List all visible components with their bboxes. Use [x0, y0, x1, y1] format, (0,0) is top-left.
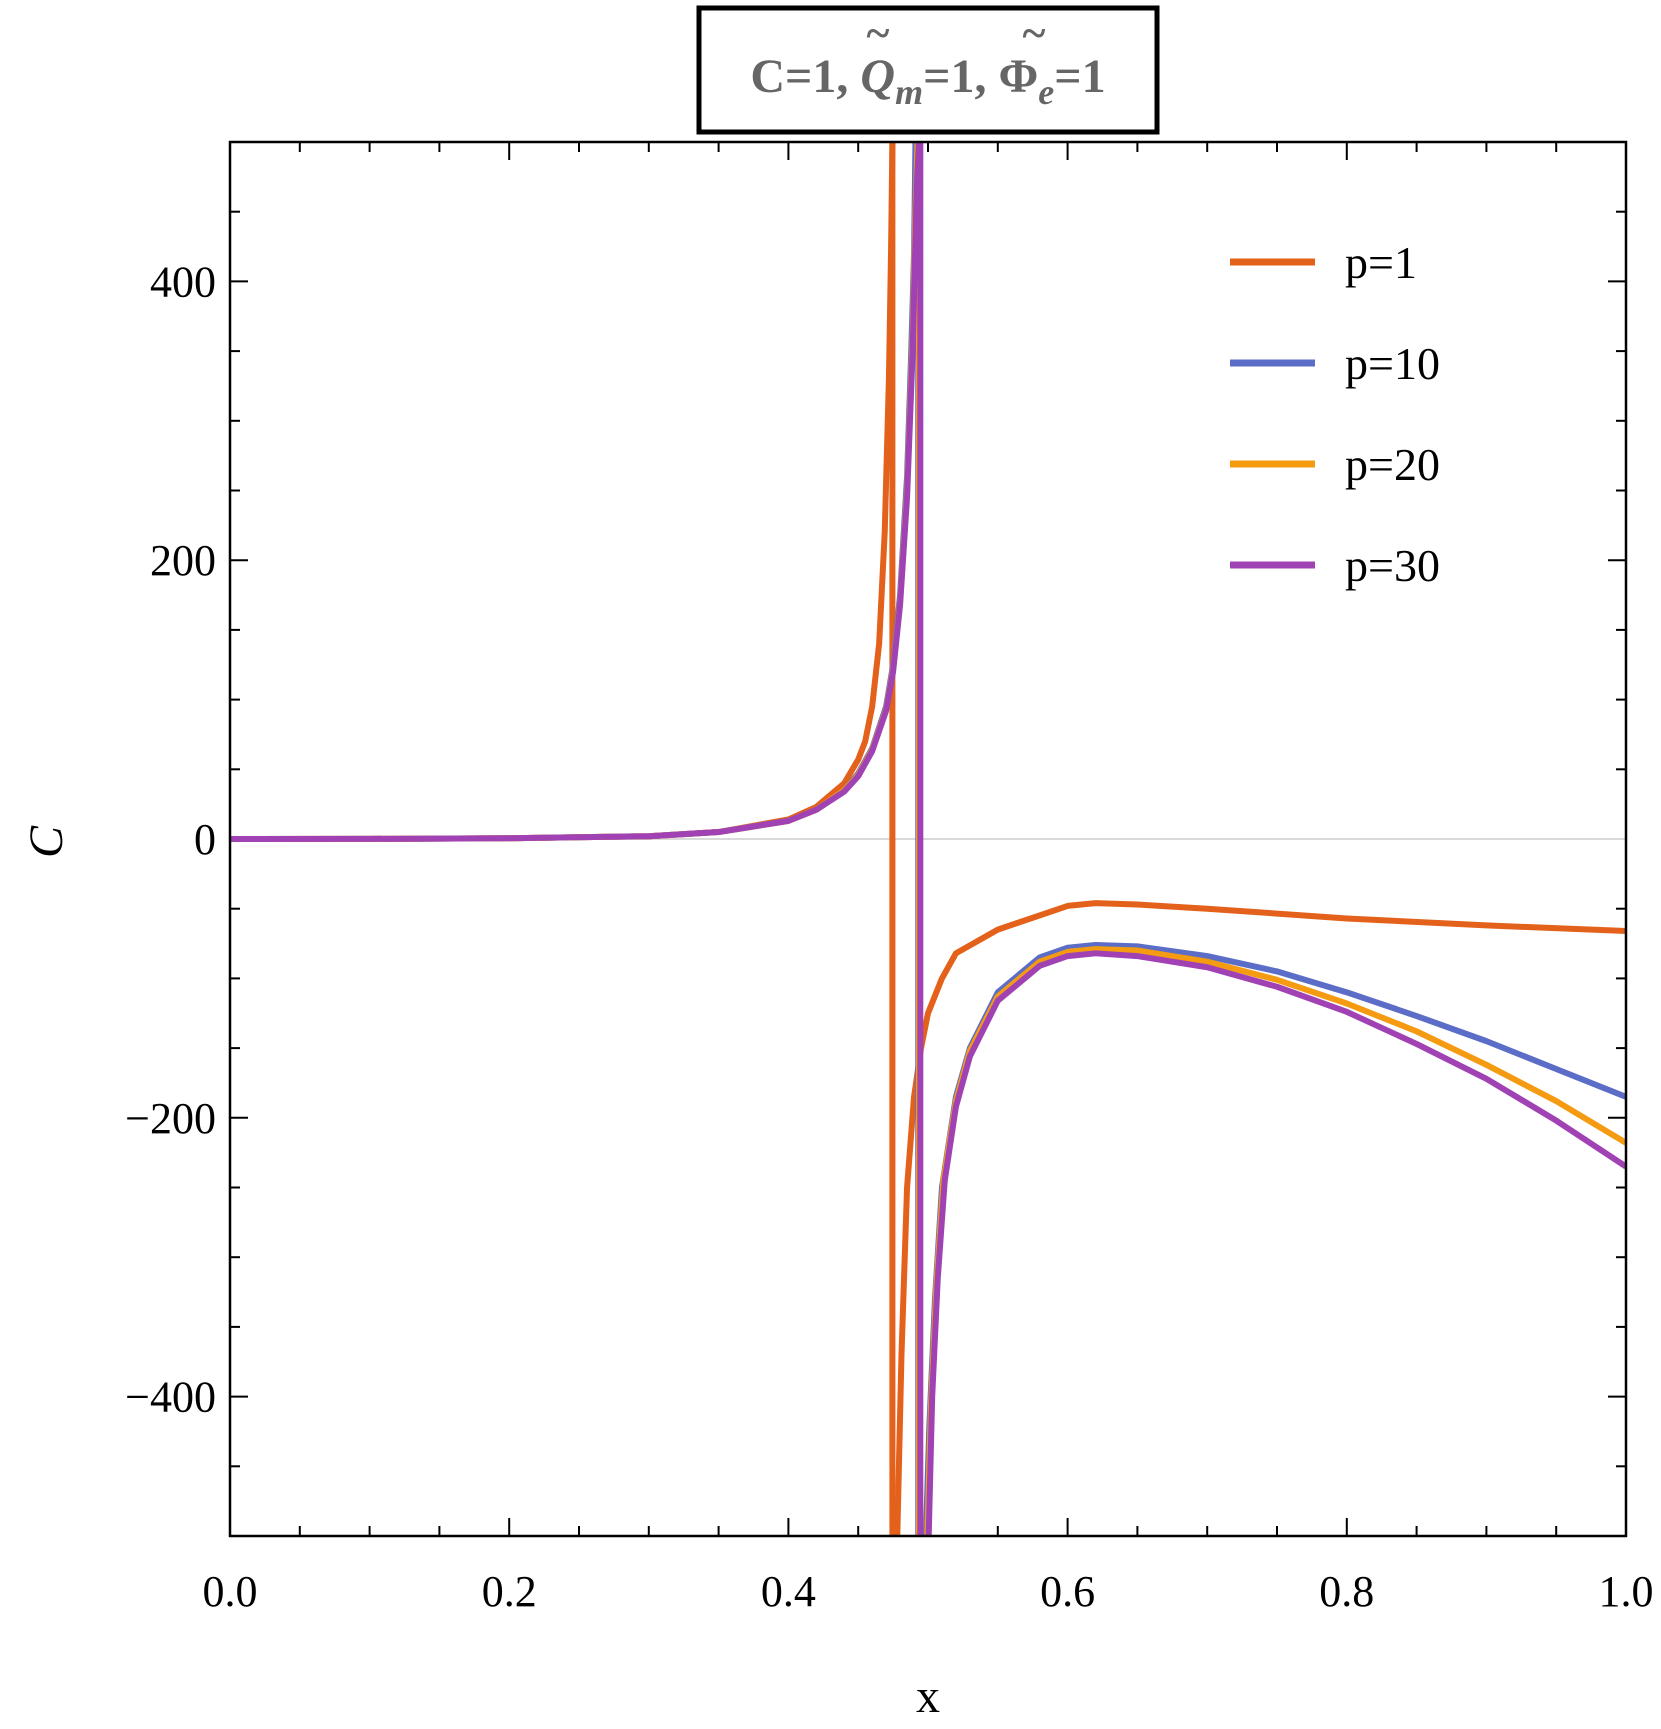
- series-line-p30-branch-2: [925, 950, 1626, 1536]
- legend-label: p=1: [1345, 237, 1417, 288]
- x-tick-label: 0.2: [482, 1567, 537, 1616]
- title-prefix: C=1,: [750, 50, 860, 103]
- title-phi-subscript: e: [1038, 72, 1054, 112]
- x-tick-label: 1.0: [1599, 1567, 1654, 1616]
- x-tick-label: 0.6: [1040, 1567, 1095, 1616]
- x-tick-label: 0.8: [1319, 1567, 1374, 1616]
- legend-label: p=30: [1345, 540, 1440, 591]
- legend-label: p=20: [1345, 439, 1440, 490]
- y-tick-label: 400: [150, 257, 216, 306]
- series-layer: [230, 142, 1626, 1536]
- title-phi-tilde: ~: [1023, 9, 1046, 58]
- title-q-tilde: ~: [867, 9, 890, 58]
- title-q-value: =1,: [923, 50, 998, 103]
- x-tick-label: 0.4: [761, 1567, 816, 1616]
- series-line-p1-branch-0: [230, 142, 896, 842]
- title-q-subscript: m: [895, 72, 923, 112]
- title-phi-symbol: Φ: [998, 50, 1038, 103]
- y-tick-label: −400: [125, 1373, 216, 1422]
- y-tick-label: 200: [150, 536, 216, 585]
- series-line-p20-branch-2: [924, 946, 1626, 1536]
- chart-title-box: C=1, Qm=1, Φe=1 ~ ~: [696, 5, 1160, 135]
- series-line-p10-branch-2: [922, 941, 1626, 1536]
- legend: p=1 p=10 p=20 p=30: [1230, 237, 1440, 591]
- legend-label: p=10: [1345, 338, 1440, 389]
- title-phi-value: =1: [1054, 50, 1105, 103]
- series-line-p10-branch-0: [230, 142, 919, 842]
- series-line-p1-branch-2: [894, 900, 1626, 1536]
- series-line-p20-branch-0: [230, 142, 921, 842]
- y-axis-label: C: [20, 825, 73, 858]
- x-axis-label: x: [916, 1670, 940, 1723]
- y-tick-label: 0: [194, 815, 216, 864]
- plot-frame: [228, 140, 1628, 1538]
- tick-labels: 0.0 0.2 0.4 0.6 0.8 1.0 400 200 0 −200 −400: [125, 257, 1653, 1616]
- title-q-symbol: Q: [860, 50, 895, 103]
- x-tick-label: 0.0: [203, 1567, 258, 1616]
- chart-title: C=1, Qm=1, Φe=1: [750, 50, 1105, 112]
- y-tick-label: −200: [125, 1094, 216, 1143]
- series-line-p30-branch-0: [230, 142, 922, 842]
